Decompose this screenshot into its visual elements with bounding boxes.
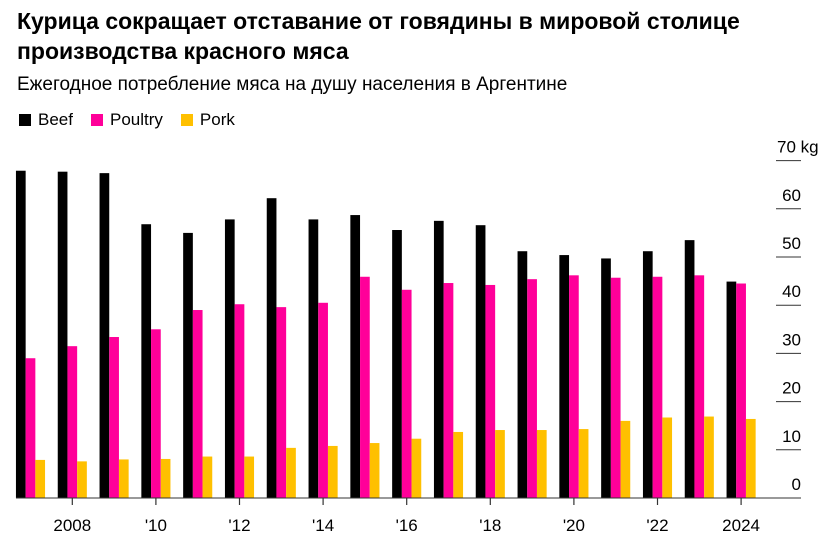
bar-poultry-2012 (234, 304, 245, 498)
bar-beef-2021 (601, 258, 611, 498)
y-tick-label: 40 (782, 282, 801, 301)
x-tick-label: '12 (228, 516, 250, 535)
bar-beef-2015 (350, 215, 361, 499)
bar-pork-2017 (453, 431, 464, 498)
bar-poultry-2020 (569, 275, 579, 498)
y-tick-label: 60 (782, 186, 801, 205)
bar-beef-2007 (15, 170, 26, 499)
bar-pork-2020 (578, 429, 589, 498)
y-tick-label: 0 (792, 475, 801, 494)
bar-beef-2024 (726, 281, 737, 498)
bar-pork-2012 (244, 456, 255, 498)
bar-poultry-2019 (527, 279, 537, 498)
bar-poultry-2013 (276, 307, 287, 498)
bar-beef-2008 (57, 171, 68, 498)
bar-pork-2007 (35, 459, 46, 498)
bar-beef-2009 (99, 173, 110, 498)
bar-pork-2014 (327, 445, 338, 498)
bar-beef-2011 (183, 232, 193, 498)
bar-pork-2009 (118, 459, 129, 498)
bar-poultry-2018 (485, 284, 496, 498)
legend-swatch-beef (19, 114, 31, 126)
legend-swatch-poultry (90, 114, 103, 126)
bar-beef-2019 (517, 251, 528, 498)
bar-pork-2023 (704, 416, 714, 498)
y-tick-label: 50 (782, 234, 801, 253)
legend-item-beef: Beef (19, 109, 73, 131)
y-tick-label: 70 kg (777, 138, 819, 157)
bar-poultry-2011 (192, 310, 203, 498)
legend-swatch-pork (180, 114, 193, 126)
bar-beef-2013 (266, 198, 277, 499)
bar-poultry-2022 (652, 276, 663, 498)
legend-label-poultry: Poultry (109, 110, 163, 129)
x-tick-label: 2008 (53, 516, 91, 535)
bar-pork-2013 (286, 447, 296, 498)
bar-pork-2024 (745, 418, 756, 498)
y-tick-label: 20 (782, 379, 801, 398)
x-tick-label: '10 (145, 516, 167, 535)
bar-pork-2021 (620, 420, 631, 498)
bar-poultry-2016 (401, 289, 412, 498)
y-tick-label: 10 (782, 427, 801, 446)
bar-poultry-2021 (610, 277, 621, 498)
chart-subtitle: Ежегодное потребление мяса на душу насел… (17, 74, 568, 95)
y-tick-label: 30 (782, 330, 801, 349)
bar-beef-2023 (684, 240, 695, 498)
x-tick-label: '22 (646, 516, 668, 535)
bar-beef-2012 (224, 219, 235, 499)
bar-beef-2016 (392, 230, 402, 498)
bar-beef-2017 (433, 220, 444, 498)
bar-pork-2008 (77, 461, 87, 498)
bar-pork-2011 (202, 456, 213, 498)
bar-poultry-2009 (109, 337, 119, 498)
x-tick-label: '14 (312, 516, 334, 535)
x-tick-label: '20 (563, 516, 585, 535)
bar-beef-2022 (642, 251, 653, 498)
x-tick-label: '18 (479, 516, 501, 535)
bar-pork-2018 (495, 430, 505, 498)
bar-poultry-2007 (25, 358, 36, 498)
bar-pork-2022 (662, 417, 673, 498)
chart-title: Курица сокращает отставание от говядины … (17, 8, 740, 64)
bar-poultry-2015 (360, 276, 370, 498)
bar-poultry-2023 (694, 275, 705, 498)
legend-label-pork: Pork (199, 110, 235, 129)
bar-poultry-2014 (318, 302, 328, 498)
legend: Beef Poultry Pork (19, 109, 235, 131)
legend-item-poultry: Poultry (90, 109, 163, 131)
bar-poultry-2008 (67, 346, 78, 498)
bar-beef-2018 (475, 225, 486, 499)
bar-poultry-2010 (151, 329, 161, 498)
bar-pork-2010 (160, 458, 171, 498)
bar-poultry-2024 (736, 283, 746, 498)
bar-beef-2020 (559, 255, 570, 498)
legend-label-beef: Beef (38, 110, 73, 129)
x-tick-label: 2024 (722, 516, 760, 535)
bar-beef-2014 (308, 219, 319, 499)
bar-poultry-2017 (443, 283, 454, 498)
x-tick-label: '16 (396, 516, 418, 535)
bar-pork-2019 (536, 430, 547, 498)
bar-beef-2010 (141, 224, 152, 498)
bar-pork-2015 (369, 443, 380, 498)
bar-pork-2016 (411, 438, 422, 498)
legend-item-pork: Pork (180, 109, 235, 131)
